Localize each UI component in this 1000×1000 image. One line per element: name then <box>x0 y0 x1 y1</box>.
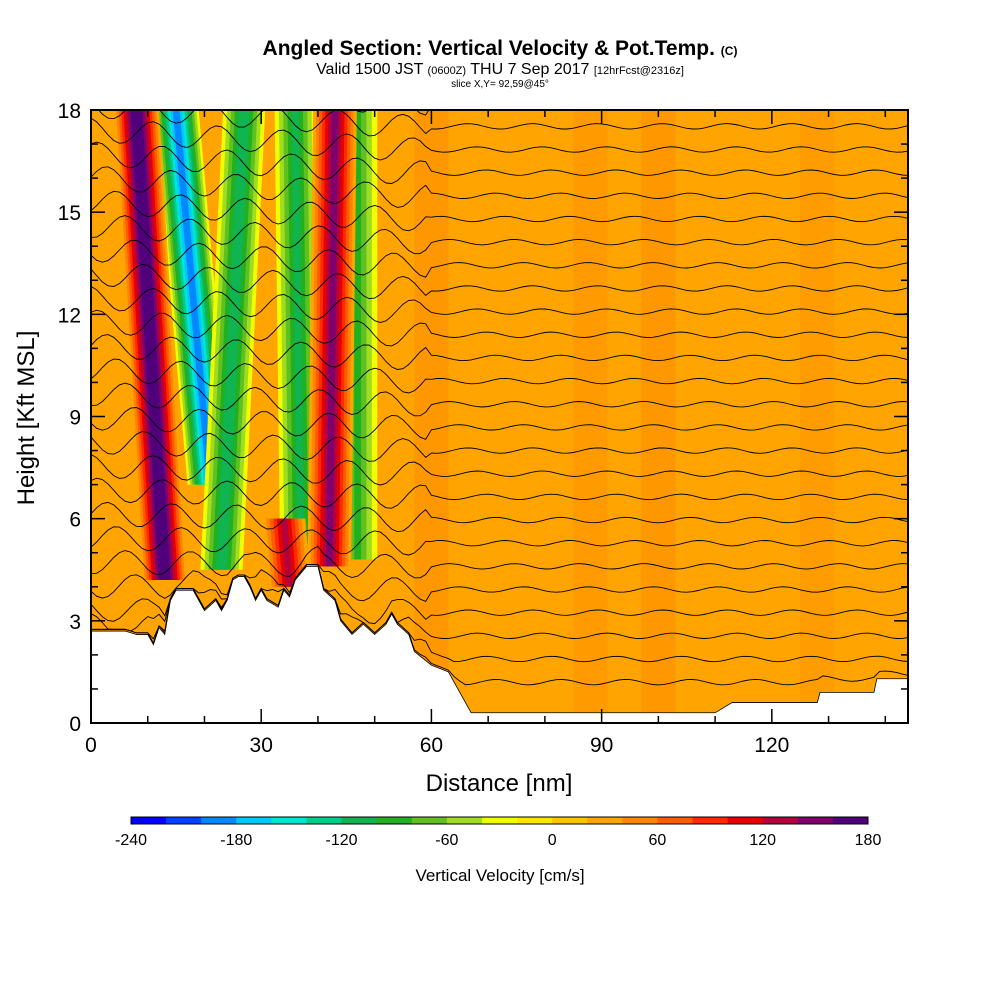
theta-contour <box>91 309 908 347</box>
colorbar-segment <box>376 817 413 824</box>
colorbar-segment <box>271 817 307 824</box>
colorbar-segment <box>727 817 764 824</box>
theta-contour <box>91 285 908 323</box>
colorbar-segment <box>131 817 167 824</box>
x-tick-label: 60 <box>420 734 443 757</box>
y-tick-label: 12 <box>58 304 81 327</box>
theta-contour <box>97 110 908 137</box>
colorbar-segment <box>587 817 623 824</box>
theta-contour <box>91 407 908 440</box>
theta-contour <box>91 190 908 232</box>
theta-contour <box>91 166 908 208</box>
slice-info: slice X,Y= 92,59@45° <box>451 79 549 90</box>
terrain <box>91 565 908 723</box>
theta-contour <box>91 141 908 184</box>
theta-contour <box>91 501 908 533</box>
colorbar-segment <box>762 817 799 824</box>
field-band <box>573 110 608 723</box>
colorbar-segment <box>481 817 518 824</box>
colorbar-segment <box>552 817 588 824</box>
x-tick-label: 90 <box>590 734 613 757</box>
x-tick-label: 30 <box>250 734 273 757</box>
theta-contour <box>91 215 908 255</box>
colorbar-tick-label: 120 <box>749 832 776 849</box>
theta-contour <box>91 263 908 300</box>
field-band <box>414 110 449 723</box>
colorbar-tick-label: 0 <box>548 832 557 849</box>
theta-contour <box>91 526 908 556</box>
y-tick-label: 0 <box>69 713 81 736</box>
y-tick-label: 9 <box>69 407 81 430</box>
chart-subtitle: Valid 1500 JST (0600Z) THU 7 Sep 2017 [1… <box>316 61 684 78</box>
colorbar-segment <box>622 817 658 824</box>
colorbar-segment <box>657 817 694 824</box>
theta-contour <box>91 454 908 486</box>
colorbar-segment <box>236 817 272 824</box>
theta-contour <box>91 334 908 370</box>
colorbar-segment <box>797 817 834 824</box>
downdraft-column-0 <box>172 110 214 485</box>
colorbar-tick-label: 60 <box>649 832 667 849</box>
theta-contour <box>91 431 908 462</box>
colorbar-label: Vertical Velocity [cm/s] <box>415 866 584 885</box>
chart-title-block: Angled Section: Vertical Velocity & Pot.… <box>0 38 1000 91</box>
colorbar-segment <box>201 817 237 824</box>
theta-contour <box>91 239 908 278</box>
colorbar-segment <box>517 817 553 824</box>
colorbar-segment <box>341 817 378 824</box>
colorbar-segment <box>411 817 448 824</box>
field-band <box>800 110 835 723</box>
theta-contour <box>91 382 908 417</box>
theta-contour <box>91 564 908 602</box>
theta-contour <box>91 545 908 579</box>
colorbar-segment <box>832 817 869 824</box>
y-tick-label: 18 <box>58 100 81 123</box>
x-axis-label: Distance [nm] <box>426 770 573 797</box>
field-band <box>641 110 676 723</box>
colorbar-segment <box>306 817 343 824</box>
x-tick-label: 0 <box>85 734 97 757</box>
downdraft-column-3 <box>354 110 362 560</box>
colorbar-frame <box>130 816 869 825</box>
updraft-column-1 <box>280 518 293 587</box>
y-tick-label: 15 <box>58 202 81 225</box>
downdraft-column-2 <box>291 110 305 567</box>
y-tick-label: 3 <box>69 611 81 634</box>
colorbar-tick-label: -240 <box>115 832 147 849</box>
y-axis-label: Height [Kft MSL] <box>13 331 40 506</box>
colorbar-segment <box>692 817 729 824</box>
chart-title: Angled Section: Vertical Velocity & Pot.… <box>262 37 738 60</box>
colorbar-tick-label: 180 <box>855 832 882 849</box>
colorbar-segment <box>166 817 202 824</box>
theta-contour <box>91 477 908 509</box>
y-tick-label: 6 <box>69 509 81 532</box>
theta-contour <box>91 358 908 394</box>
x-tick-label: 120 <box>754 734 789 757</box>
colorbar-segment <box>446 817 483 824</box>
colorbar-tick-label: -180 <box>220 832 252 849</box>
theta-contour <box>91 564 908 625</box>
updraft-column-0 <box>132 110 169 580</box>
theta-contour <box>91 117 908 161</box>
theta-contour <box>355 110 430 116</box>
colorbar-tick-label: -120 <box>326 832 358 849</box>
colorbar-tick-label: -60 <box>435 832 458 849</box>
